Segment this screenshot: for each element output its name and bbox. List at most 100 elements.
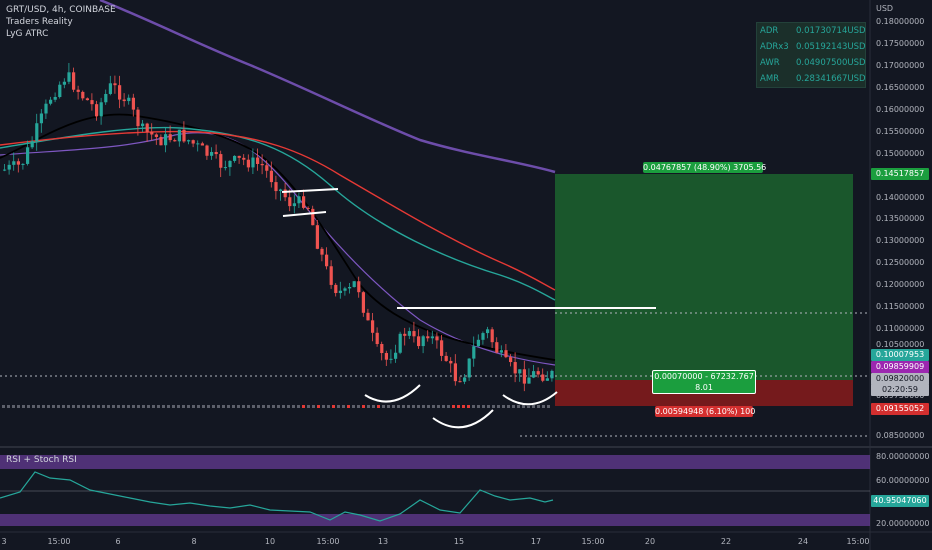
countdown-tag: 02:20:59 (871, 384, 929, 396)
symbol-title[interactable]: GRT/USD, 4h, COINBASE (6, 5, 116, 15)
signal-dot (62, 405, 65, 408)
stats-label: AWR (760, 58, 780, 68)
candle-body (76, 89, 80, 92)
signal-dot (307, 405, 310, 408)
signal-dot (267, 405, 270, 408)
stop-label[interactable]: 0.00594948 (6.10%) 100 (655, 406, 756, 417)
profit-zone[interactable] (555, 174, 853, 380)
left-shoulder-arc[interactable] (364, 384, 421, 403)
signal-dot (217, 405, 220, 408)
candle-body (389, 358, 393, 360)
signal-dot (22, 405, 25, 408)
signal-dot (112, 405, 115, 408)
candle-body (145, 123, 149, 132)
rsi-title[interactable]: RSI + Stoch RSI (6, 455, 77, 465)
head-arc[interactable] (432, 409, 494, 429)
candle-body (122, 99, 126, 102)
signal-dot (27, 405, 30, 408)
stats-value: 0.28341667USD (796, 74, 866, 84)
candle-body (3, 169, 7, 171)
signal-dot (182, 405, 185, 408)
stats-row: AMR 0.28341667USD (760, 71, 866, 87)
candle-body (237, 155, 241, 158)
target-label[interactable]: 0.04767857 (48.90%) 3705.56 (643, 162, 767, 173)
candle-body (136, 109, 140, 127)
signal-dot (492, 405, 495, 408)
signal-dot (282, 405, 285, 408)
stats-row: ADRx3 0.05192143USD (760, 39, 866, 55)
signal-dot (352, 405, 355, 408)
candle-body (159, 136, 163, 146)
price-tick: 0.16500000 (876, 83, 925, 92)
signal-dot (372, 405, 375, 408)
signal-dot (222, 405, 225, 408)
candle-body (449, 360, 453, 364)
last-price-tag: 0.09820000 (871, 373, 929, 385)
candle-body (49, 99, 53, 104)
candle-body (187, 140, 191, 142)
signal-dot (337, 405, 340, 408)
signal-dot (407, 405, 410, 408)
candle-body (297, 196, 301, 204)
candle-body (398, 333, 402, 353)
indicator-name[interactable]: Traders Reality (6, 17, 73, 27)
ema-slow-purple (99, 0, 556, 174)
right-shoulder-arc[interactable] (502, 391, 558, 406)
time-tick: 15:00 (47, 537, 71, 546)
candle-body (288, 197, 292, 207)
signal-dot (302, 405, 305, 408)
candle-body (458, 381, 462, 383)
indicator-name[interactable]: LyG ATRC (6, 29, 49, 39)
candle-body (150, 131, 154, 135)
signal-dot (32, 405, 35, 408)
flag-line-top[interactable] (281, 188, 339, 193)
signal-dot (172, 405, 175, 408)
signal-dot (122, 405, 125, 408)
signal-dot (187, 405, 190, 408)
signal-dot (57, 405, 60, 408)
time-tick: 22 (720, 537, 732, 546)
signal-dot (357, 405, 360, 408)
signal-dot (322, 405, 325, 408)
signal-dot (382, 405, 385, 408)
price-tick: 0.17000000 (876, 61, 925, 70)
signal-dot (542, 405, 545, 408)
candle-body (173, 140, 177, 142)
flag-line-bottom[interactable] (282, 211, 327, 217)
candle-body (361, 292, 365, 313)
time-tick: 15 (453, 537, 465, 546)
candle-body (435, 336, 439, 341)
candle-body (417, 336, 421, 347)
signal-dot (317, 405, 320, 408)
price-tick: 0.12000000 (876, 280, 925, 289)
signal-dot (237, 405, 240, 408)
chart-legend[interactable]: GRT/USD, 4h, COINBASE Traders Reality Ly… (6, 4, 116, 40)
candle-body (214, 152, 218, 155)
stats-row: ADR 0.01730714USD (760, 23, 866, 39)
candle-body (504, 350, 508, 358)
price-tick: 0.15500000 (876, 127, 925, 136)
candle-body (35, 123, 39, 142)
signal-dot (202, 405, 205, 408)
candle-body (495, 342, 499, 353)
signal-dot (102, 405, 105, 408)
candle-body (545, 378, 549, 381)
candle-body (527, 377, 531, 384)
price-tick: 0.13000000 (876, 236, 925, 245)
entry-label[interactable]: 0.00070000 - 67232.767 8.01 (652, 370, 756, 394)
signal-dot (67, 405, 70, 408)
candle-body (403, 333, 407, 336)
time-tick: 6 (115, 537, 121, 546)
signal-dot (547, 405, 550, 408)
time-tick: 20 (644, 537, 656, 546)
signal-dot (207, 405, 210, 408)
signal-dot (402, 405, 405, 408)
signal-dot (527, 405, 530, 408)
rsi-tick: 20.00000000 (876, 519, 930, 528)
signal-dot (77, 405, 80, 408)
ema-price-tag: 0.09859909 (871, 361, 929, 373)
signal-dot (272, 405, 275, 408)
signal-dot (342, 405, 345, 408)
signal-dot (347, 405, 350, 408)
